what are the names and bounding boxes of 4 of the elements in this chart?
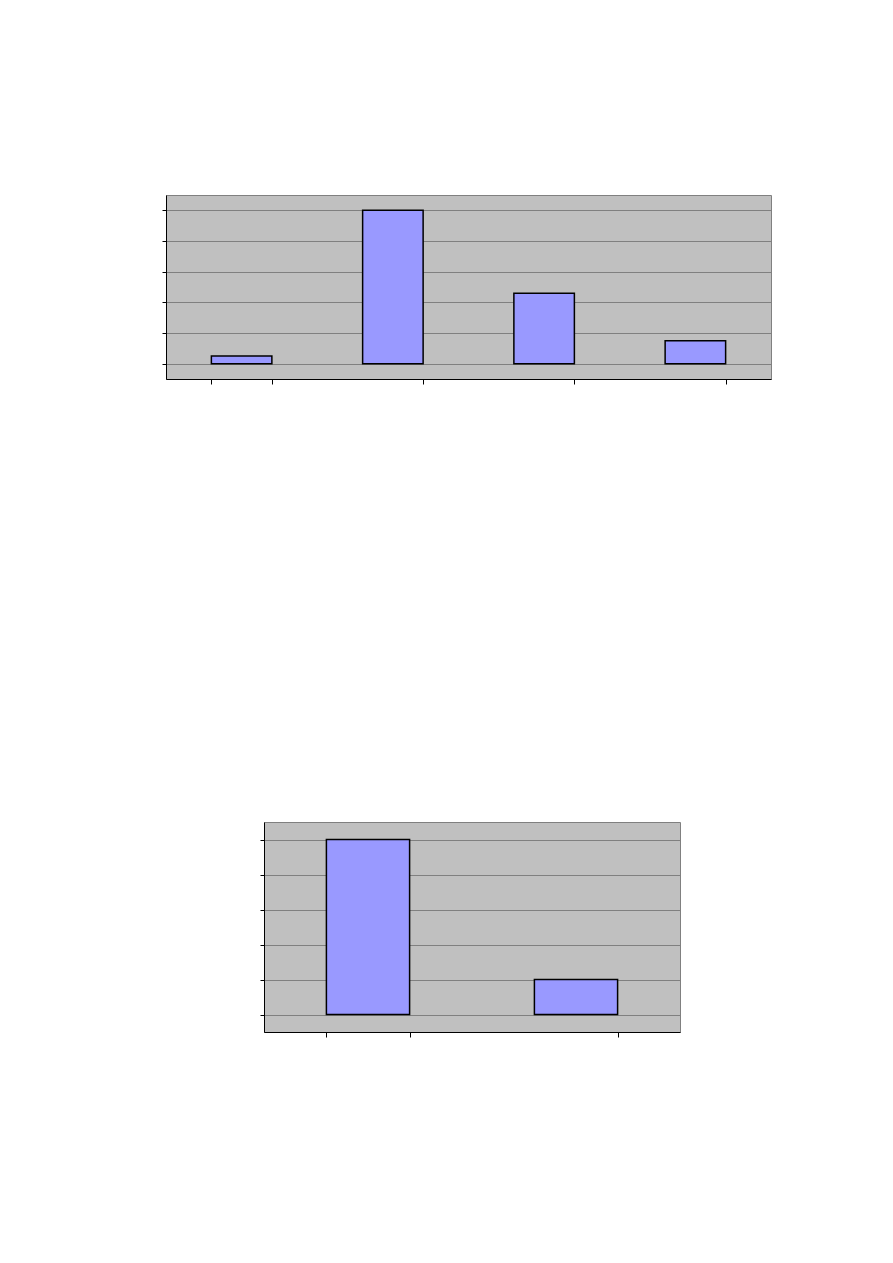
bar xyxy=(664,339,727,365)
bar xyxy=(513,292,576,365)
bar xyxy=(210,355,273,365)
bar xyxy=(361,209,424,365)
